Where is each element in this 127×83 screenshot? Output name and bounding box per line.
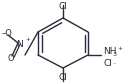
Text: O: O [7,54,14,62]
Text: Cl: Cl [59,2,67,11]
Text: –O: –O [2,28,13,38]
Text: ⁻: ⁻ [113,63,116,68]
Text: NH: NH [103,46,116,56]
Text: N: N [16,40,22,48]
Text: +: + [25,37,30,42]
Text: +: + [117,45,122,50]
Text: 3: 3 [113,51,117,57]
Text: Cl: Cl [59,73,67,82]
Text: Cl: Cl [104,59,113,67]
